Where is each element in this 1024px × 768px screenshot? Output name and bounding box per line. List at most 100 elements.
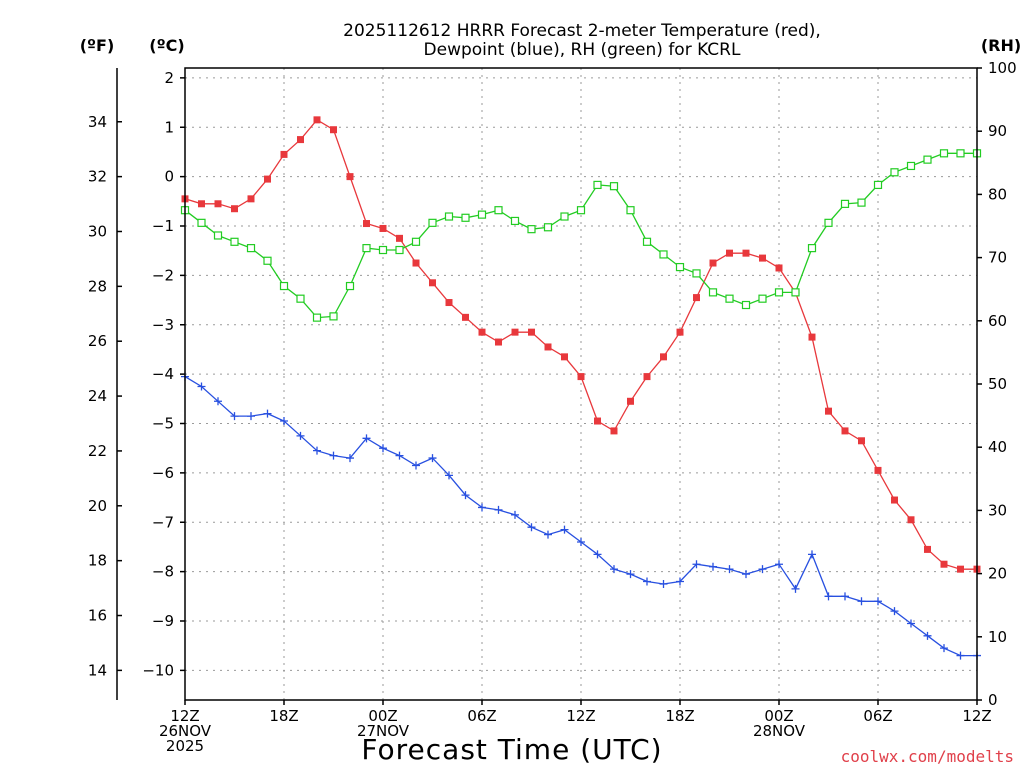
rh-point (296, 294, 305, 303)
dewpoint-point (857, 597, 866, 606)
rh-tick-label: 20 (988, 565, 1007, 583)
2-meter-temperature-point (544, 343, 552, 351)
2-meter-temperature-point (594, 417, 601, 425)
rh-point (939, 149, 949, 158)
rh-point (708, 288, 718, 297)
2-meter-temperature-point (577, 373, 585, 381)
2-meter-temperature-point (676, 328, 684, 336)
fahrenheit-tick-label: 26 (88, 332, 107, 350)
dewpoint-point (395, 451, 404, 460)
2-meter-temperature-point (841, 427, 849, 435)
2-meter-temperature-point (511, 328, 519, 336)
celsius-tick-label: −4 (152, 365, 174, 383)
dewpoint-point (560, 525, 569, 534)
2-meter-temperature-point (231, 205, 238, 213)
dewpoint-point (329, 451, 338, 460)
fahrenheit-tick-label: 22 (88, 442, 107, 460)
2-meter-temperature-point (808, 333, 816, 341)
2-meter-temperature-point (346, 173, 354, 181)
rh-point (807, 244, 817, 253)
rh-point (824, 218, 833, 227)
dewpoint-point (940, 644, 948, 653)
rh-point (263, 256, 272, 265)
dewpoint-point (824, 592, 833, 601)
2-meter-temperature-point (445, 299, 453, 307)
2-meter-temperature-point (198, 200, 205, 208)
2-meter-temperature-point (561, 353, 568, 361)
rh-point (345, 281, 355, 291)
2-meter-temperature-point (891, 496, 898, 504)
2-meter-temperature-point (709, 259, 717, 267)
celsius-tick-label: 1 (164, 118, 174, 136)
dewpoint-point (346, 454, 354, 463)
celsius-unit-label: (ºC) (149, 36, 184, 55)
rh-point (477, 210, 487, 219)
rh-point (675, 262, 685, 272)
credit-label: coolwx.com/modelts (841, 747, 1014, 766)
rh-point (197, 218, 206, 227)
2-meter-temperature-point (528, 328, 535, 336)
2-meter-temperature-point (330, 126, 337, 134)
2-meter-temperature-point (264, 175, 271, 183)
rh-point (428, 218, 437, 227)
2-meter-temperature-point (247, 195, 255, 203)
2-meter-temperature-point (396, 234, 403, 242)
rh-point (279, 281, 289, 291)
fahrenheit-tick-label: 14 (88, 661, 107, 679)
2-meter-temperature-point (693, 294, 700, 302)
rh-tick-label: 0 (988, 691, 998, 709)
x-tick-label: 18Z (269, 707, 298, 725)
celsius-tick-label: 2 (164, 69, 174, 87)
dewpoint-point (478, 503, 486, 512)
dewpoint-point (692, 560, 701, 569)
rh-tick-label: 80 (988, 185, 1007, 203)
2-meter-temperature-point (429, 279, 436, 287)
celsius-tick-label: −3 (152, 316, 174, 334)
celsius-tick-label: −10 (142, 661, 174, 679)
x-tick-label: 27NOV (357, 722, 410, 740)
rh-point (725, 294, 734, 303)
rh-point (230, 237, 239, 246)
dewpoint-point (890, 607, 899, 616)
dewpoint-point (511, 510, 519, 519)
dewpoint-point (247, 412, 255, 421)
dewpoint-point (230, 412, 239, 421)
dewpoint-point (709, 562, 717, 571)
rh-point (329, 312, 338, 321)
dewpoint-point (956, 651, 965, 660)
fahrenheit-tick-label: 16 (88, 607, 107, 625)
celsius-tick-label: −2 (152, 266, 174, 284)
rh-point (890, 168, 899, 177)
2-meter-temperature-point (726, 249, 733, 257)
dewpoint-point (676, 577, 684, 586)
dewpoint-point (263, 409, 272, 418)
2-meter-temperature-point (957, 565, 964, 573)
rh-tick-label: 40 (988, 438, 1007, 456)
x-tick-label: 12Z (962, 707, 991, 725)
x-tick-label: 28NOV (753, 722, 806, 740)
x-tick-label: 06Z (467, 707, 496, 725)
celsius-tick-label: −1 (152, 217, 174, 235)
dewpoint-point (907, 619, 915, 628)
rh-point (576, 206, 586, 215)
rh-unit-label: (RH) (981, 36, 1021, 55)
rh-tick-label: 30 (988, 501, 1007, 519)
dewpoint-point (296, 431, 305, 440)
fahrenheit-tick-label: 34 (88, 113, 107, 131)
dewpoint-point (841, 592, 849, 601)
2-meter-temperature-point (214, 200, 222, 208)
dewpoint-point (593, 550, 602, 559)
rh-point (411, 237, 421, 246)
rh-point (494, 206, 503, 215)
rh-point (741, 300, 751, 310)
grid-layer (185, 68, 977, 700)
celsius-tick-label: −6 (152, 464, 174, 482)
celsius-tick-label: −8 (152, 563, 174, 581)
rh-tick-label: 60 (988, 312, 1007, 330)
chart-title-line-2: Dewpoint (blue), RH (green) for KCRL (424, 40, 741, 60)
rh-point (923, 155, 932, 164)
2-meter-temperature-point (924, 545, 931, 553)
x-tick-label: 26NOV (159, 722, 212, 740)
plot-frame (184, 67, 978, 701)
